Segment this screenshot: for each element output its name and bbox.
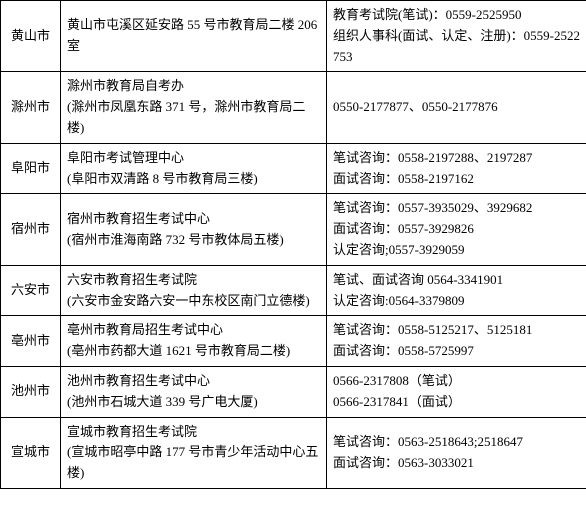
address-cell: 六安市教育招生考试院(六安市金安路六安一中东校区南门立德楼) — [61, 265, 327, 316]
contact-cell: 教育考试院(笔试)：0559-2525950组织人事科(面试、认定、注册)：05… — [327, 1, 586, 72]
city-cell: 六安市 — [1, 265, 61, 316]
contact-cell: 0550-2177877、0550-2177876 — [327, 72, 586, 143]
contact-cell: 笔试咨询：0558-2197288、2197287面试咨询：0558-21971… — [327, 143, 586, 194]
table-row: 宿州市 宿州市教育招生考试中心(宿州市淮海南路 732 号市教体局五楼) 笔试咨… — [1, 194, 586, 265]
contact-table: 黄山市 黄山市屯溪区延安路 55 号市教育局二楼 206 室 教育考试院(笔试)… — [0, 0, 586, 489]
table-row: 池州市 池州市教育招生考试中心(池州市石城大道 339 号广电大厦) 0566-… — [1, 366, 586, 417]
table-row: 黄山市 黄山市屯溪区延安路 55 号市教育局二楼 206 室 教育考试院(笔试)… — [1, 1, 586, 72]
city-cell: 宿州市 — [1, 194, 61, 265]
city-cell: 阜阳市 — [1, 143, 61, 194]
address-cell: 宣城市教育招生考试院(宣城市昭亭中路 177 号市青少年活动中心五楼) — [61, 417, 327, 488]
contact-cell: 笔试咨询：0558-5125217、5125181面试咨询：0558-57259… — [327, 316, 586, 367]
table-body: 黄山市 黄山市屯溪区延安路 55 号市教育局二楼 206 室 教育考试院(笔试)… — [1, 1, 586, 489]
city-cell: 池州市 — [1, 366, 61, 417]
address-cell: 阜阳市考试管理中心(阜阳市双清路 8 号市教育局三楼) — [61, 143, 327, 194]
contact-cell: 笔试咨询：0563-2518643;2518647面试咨询：0563-30330… — [327, 417, 586, 488]
contact-cell: 笔试咨询：0557-3935029、3929682面试咨询：0557-39298… — [327, 194, 586, 265]
address-cell: 宿州市教育招生考试中心(宿州市淮海南路 732 号市教体局五楼) — [61, 194, 327, 265]
city-cell: 亳州市 — [1, 316, 61, 367]
contact-cell: 0566-2317808（笔试）0566-2317841（面试） — [327, 366, 586, 417]
city-cell: 宣城市 — [1, 417, 61, 488]
table-row: 六安市 六安市教育招生考试院(六安市金安路六安一中东校区南门立德楼) 笔试、面试… — [1, 265, 586, 316]
table-row: 宣城市 宣城市教育招生考试院(宣城市昭亭中路 177 号市青少年活动中心五楼) … — [1, 417, 586, 488]
table-row: 亳州市 亳州市教育局招生考试中心(亳州市药都大道 1621 号市教育局二楼) 笔… — [1, 316, 586, 367]
city-cell: 黄山市 — [1, 1, 61, 72]
city-cell: 滁州市 — [1, 72, 61, 143]
address-cell: 黄山市屯溪区延安路 55 号市教育局二楼 206 室 — [61, 1, 327, 72]
address-cell: 池州市教育招生考试中心(池州市石城大道 339 号广电大厦) — [61, 366, 327, 417]
address-cell: 滁州市教育局自考办(滁州市凤凰东路 371 号，滁州市教育局二楼) — [61, 72, 327, 143]
table-row: 滁州市 滁州市教育局自考办(滁州市凤凰东路 371 号，滁州市教育局二楼) 05… — [1, 72, 586, 143]
address-cell: 亳州市教育局招生考试中心(亳州市药都大道 1621 号市教育局二楼) — [61, 316, 327, 367]
contact-cell: 笔试、面试咨询 0564-3341901认定咨询:0564-3379809 — [327, 265, 586, 316]
table-row: 阜阳市 阜阳市考试管理中心(阜阳市双清路 8 号市教育局三楼) 笔试咨询：055… — [1, 143, 586, 194]
